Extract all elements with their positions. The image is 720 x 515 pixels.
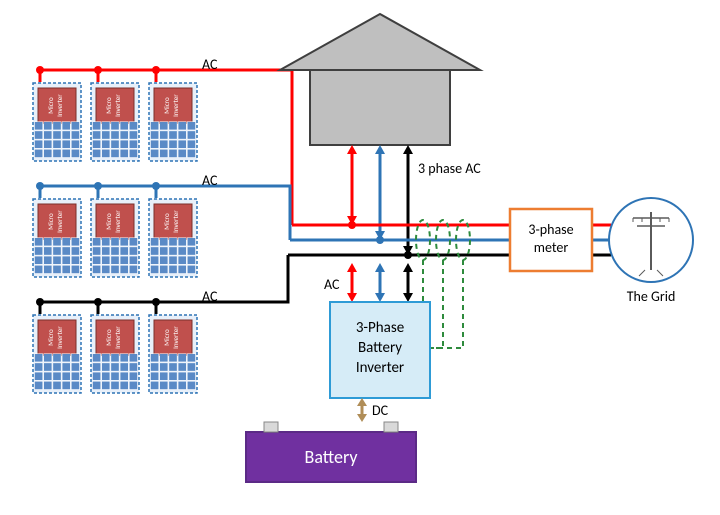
battery-block [0, 0, 720, 515]
dc-label: DC [372, 402, 402, 419]
battery-label: Battery [246, 446, 416, 468]
